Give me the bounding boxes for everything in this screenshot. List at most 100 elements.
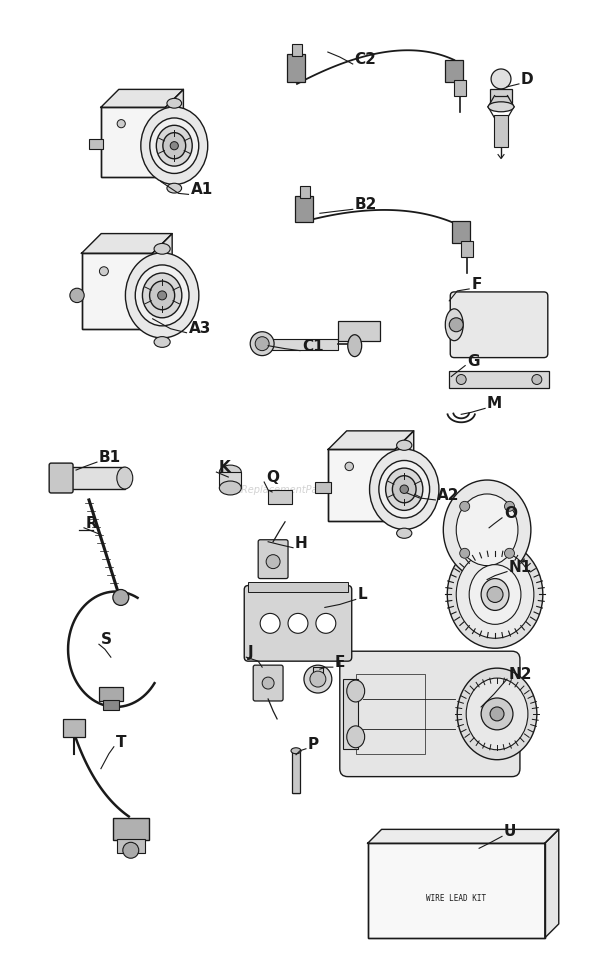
Ellipse shape — [156, 125, 192, 166]
Bar — [219, 472, 241, 488]
Ellipse shape — [347, 680, 365, 702]
Text: M: M — [487, 397, 502, 411]
Bar — [99, 687, 123, 701]
Bar — [103, 700, 119, 710]
Text: N2: N2 — [509, 667, 533, 682]
Circle shape — [456, 374, 466, 385]
Bar — [53, 468, 125, 489]
Ellipse shape — [396, 528, 412, 538]
Bar — [338, 321, 379, 341]
Text: L: L — [358, 587, 368, 603]
Text: S: S — [101, 632, 112, 647]
Bar — [368, 844, 545, 938]
Bar — [454, 295, 544, 354]
Polygon shape — [328, 431, 414, 449]
Circle shape — [310, 671, 326, 687]
FancyBboxPatch shape — [253, 665, 283, 701]
Circle shape — [266, 555, 280, 569]
Bar — [287, 54, 305, 82]
Ellipse shape — [469, 565, 521, 624]
Text: R: R — [86, 516, 98, 531]
Circle shape — [262, 677, 274, 689]
Text: P: P — [308, 737, 319, 751]
Bar — [453, 222, 470, 243]
Text: U: U — [504, 824, 516, 840]
Bar — [101, 107, 165, 177]
Text: E: E — [335, 655, 345, 670]
Text: eReplacementParts.com: eReplacementParts.com — [235, 485, 355, 495]
Bar — [494, 115, 508, 147]
Polygon shape — [395, 431, 414, 521]
Ellipse shape — [135, 265, 189, 326]
Circle shape — [504, 502, 514, 511]
Polygon shape — [152, 233, 172, 330]
Text: F: F — [471, 277, 481, 292]
Circle shape — [449, 318, 463, 331]
Ellipse shape — [488, 102, 514, 112]
Text: Q: Q — [266, 470, 279, 485]
Bar — [117, 840, 145, 853]
Circle shape — [113, 589, 129, 606]
Bar — [292, 750, 300, 792]
Ellipse shape — [154, 243, 170, 255]
Text: A2: A2 — [437, 488, 460, 503]
Bar — [490, 88, 512, 107]
Bar — [328, 449, 395, 521]
Circle shape — [504, 548, 514, 558]
Text: K: K — [218, 460, 230, 475]
Bar — [328, 449, 395, 521]
Text: C1: C1 — [302, 338, 323, 354]
Text: D: D — [521, 72, 533, 87]
Circle shape — [100, 266, 109, 276]
Ellipse shape — [392, 475, 416, 503]
Ellipse shape — [219, 481, 241, 495]
Ellipse shape — [476, 577, 498, 592]
Bar — [454, 80, 466, 96]
Bar — [300, 187, 310, 198]
Circle shape — [117, 120, 125, 127]
Ellipse shape — [481, 578, 509, 610]
Ellipse shape — [141, 107, 208, 185]
Ellipse shape — [150, 281, 175, 310]
Text: N1: N1 — [509, 560, 532, 574]
Circle shape — [400, 485, 408, 494]
Bar — [270, 338, 338, 350]
Ellipse shape — [167, 98, 182, 108]
Bar — [292, 44, 302, 56]
Ellipse shape — [117, 468, 133, 489]
Circle shape — [260, 613, 280, 634]
Bar — [101, 107, 165, 177]
FancyBboxPatch shape — [244, 585, 352, 661]
Bar — [248, 581, 348, 592]
Ellipse shape — [456, 551, 534, 639]
Circle shape — [460, 502, 470, 511]
Ellipse shape — [142, 273, 182, 318]
Polygon shape — [368, 829, 559, 844]
Circle shape — [158, 291, 166, 300]
Circle shape — [288, 613, 308, 634]
Circle shape — [250, 331, 274, 356]
Bar — [81, 254, 152, 330]
Bar — [368, 844, 545, 938]
Ellipse shape — [386, 469, 423, 510]
Bar — [268, 490, 292, 503]
Polygon shape — [165, 89, 183, 177]
Ellipse shape — [219, 465, 241, 479]
Circle shape — [491, 69, 511, 88]
Text: O: O — [504, 505, 517, 521]
Ellipse shape — [347, 726, 365, 747]
Ellipse shape — [150, 118, 199, 173]
Text: C2: C2 — [355, 52, 376, 67]
Text: B2: B2 — [355, 197, 377, 212]
Polygon shape — [545, 829, 559, 938]
Ellipse shape — [445, 309, 463, 341]
Bar — [445, 60, 463, 82]
Bar — [88, 139, 103, 149]
Ellipse shape — [348, 334, 362, 357]
Bar — [113, 818, 149, 841]
Ellipse shape — [457, 668, 537, 760]
FancyBboxPatch shape — [340, 651, 520, 777]
Ellipse shape — [466, 678, 528, 749]
Ellipse shape — [447, 540, 543, 648]
Bar — [313, 667, 323, 681]
